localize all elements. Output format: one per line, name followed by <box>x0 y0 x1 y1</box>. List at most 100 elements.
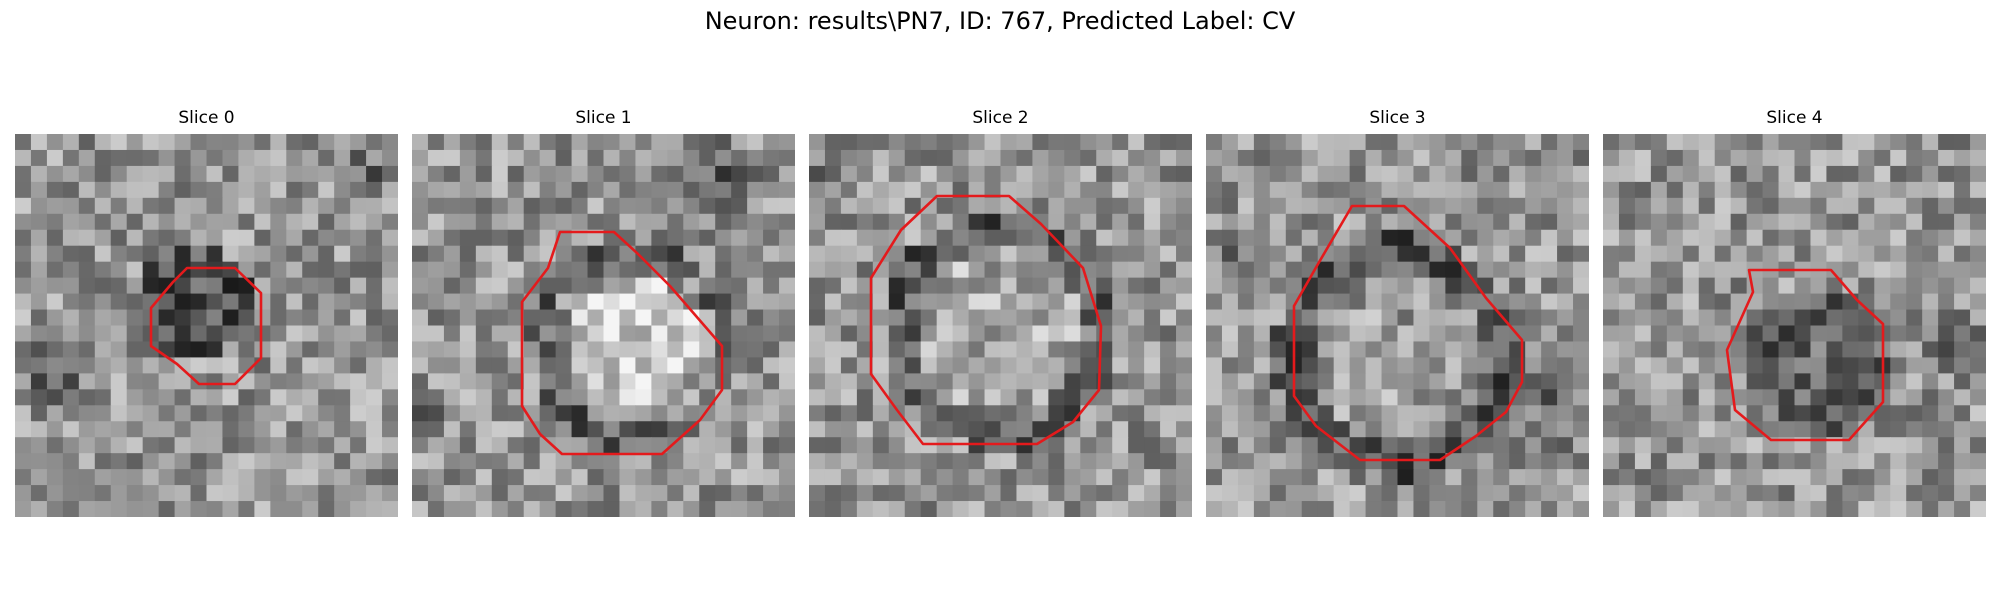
pixel <box>587 437 605 454</box>
pixel <box>1730 277 1748 295</box>
pixel <box>206 341 224 359</box>
pixel <box>619 437 637 454</box>
pixel <box>443 213 461 231</box>
pixel <box>872 469 890 486</box>
pixel <box>1176 181 1192 199</box>
pixel <box>667 341 684 359</box>
pixel <box>920 213 938 231</box>
pixel <box>286 341 303 359</box>
pixel <box>555 389 573 406</box>
pixel <box>1429 181 1446 199</box>
pixel <box>872 421 890 438</box>
pixel <box>1221 277 1239 295</box>
pixel <box>318 213 335 231</box>
pixel <box>142 373 160 390</box>
pixel <box>1666 501 1684 517</box>
pixel <box>667 181 684 199</box>
pixel <box>1573 245 1589 263</box>
pixel <box>651 437 668 454</box>
pixel <box>1461 373 1478 390</box>
pixel <box>1714 245 1732 263</box>
pixel <box>475 389 493 406</box>
pixel <box>1970 165 1986 183</box>
pixel <box>1810 309 1828 327</box>
pixel <box>1509 421 1526 438</box>
pixel <box>683 437 700 454</box>
pixel <box>30 197 48 215</box>
pixel <box>1237 469 1255 486</box>
pixel <box>1618 277 1636 295</box>
pixel <box>1349 357 1367 374</box>
pixel <box>507 501 525 517</box>
pixel <box>1221 213 1239 231</box>
pixel <box>1906 165 1923 183</box>
pixel <box>1541 181 1558 199</box>
pixel <box>920 341 938 359</box>
pixel <box>1317 197 1335 215</box>
pixel <box>126 373 144 390</box>
pixel <box>1954 421 1971 438</box>
pixel <box>1144 421 1161 438</box>
pixel <box>539 469 557 486</box>
pixel <box>286 277 303 295</box>
pixel <box>731 501 748 517</box>
pixel <box>1461 134 1478 151</box>
pixel <box>30 357 48 374</box>
pixel <box>318 165 335 183</box>
pixel <box>571 261 589 279</box>
pixel <box>587 501 605 517</box>
pixel <box>1509 277 1526 295</box>
pixel <box>1048 309 1065 327</box>
pixel <box>1413 469 1431 486</box>
pixel <box>62 485 80 502</box>
pixel <box>1730 165 1748 183</box>
pixel <box>1970 421 1986 438</box>
pixel <box>302 405 319 422</box>
pixel <box>1112 181 1129 199</box>
pixel <box>110 261 128 279</box>
pixel <box>1730 421 1748 438</box>
pixel <box>1206 485 1223 502</box>
pixel <box>1954 261 1971 279</box>
pixel <box>809 261 826 279</box>
pixel <box>683 261 700 279</box>
pixel <box>840 421 858 438</box>
pixel <box>1048 373 1065 390</box>
pixel <box>46 469 64 486</box>
pixel <box>62 469 80 486</box>
pixel <box>619 501 637 517</box>
pixel <box>856 197 874 215</box>
pixel <box>491 373 509 390</box>
pixel <box>366 389 383 406</box>
pixel <box>94 437 112 454</box>
pixel <box>603 149 621 167</box>
pixel <box>1160 149 1177 167</box>
pixel <box>15 405 32 422</box>
pixel <box>1253 325 1271 343</box>
pixel <box>254 181 271 199</box>
pixel <box>1397 357 1415 374</box>
pixel <box>1461 357 1478 374</box>
pixel <box>366 437 383 454</box>
pixel <box>1922 245 1939 263</box>
pixel <box>555 277 573 295</box>
pixel <box>1509 453 1526 470</box>
pixel <box>1206 181 1223 199</box>
pixel <box>1032 501 1049 517</box>
pixel <box>571 134 589 151</box>
pixel <box>1048 261 1065 279</box>
pixel <box>1922 357 1939 374</box>
pixel <box>475 501 493 517</box>
pixel <box>824 485 842 502</box>
pixel <box>1413 357 1431 374</box>
pixel <box>412 357 429 374</box>
pixel <box>763 485 780 502</box>
pixel <box>94 389 112 406</box>
pixel <box>1477 437 1494 454</box>
pixel <box>667 373 684 390</box>
pixel <box>1397 421 1415 438</box>
pixel <box>318 149 335 167</box>
pixel <box>539 134 557 151</box>
pixel <box>1634 309 1652 327</box>
pixel <box>62 437 80 454</box>
